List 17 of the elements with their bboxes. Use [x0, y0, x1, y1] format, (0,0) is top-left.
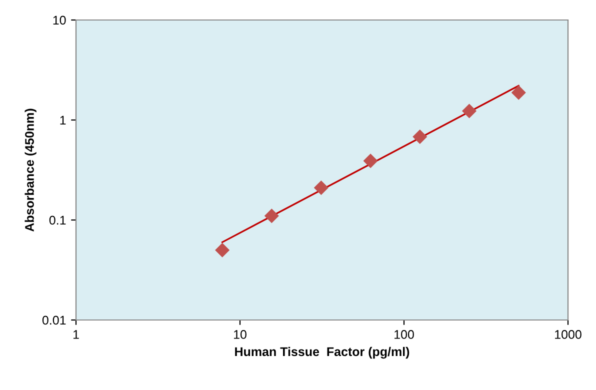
point [215, 242, 230, 258]
point [511, 85, 526, 100]
x-tick-label: 100 [394, 330, 414, 339]
point [314, 180, 328, 196]
y-tick-label: 1 [60, 116, 66, 125]
y-tick-label: 10 [53, 16, 66, 25]
y-tick-label: 0.01 [42, 316, 66, 325]
x-tick-label: 1 [73, 330, 79, 339]
point [363, 154, 378, 168]
y-tick-label: 0.1 [49, 216, 66, 225]
x-axis-title: Human Tissue Factor (pg/ml) [235, 346, 410, 359]
x-tick-label: 10 [234, 330, 246, 339]
x-tick-label: 1000 [555, 330, 582, 339]
point [412, 129, 428, 144]
point [264, 208, 279, 224]
y-axis-title: Absorbance (450nm) [24, 108, 36, 232]
point [462, 104, 477, 118]
